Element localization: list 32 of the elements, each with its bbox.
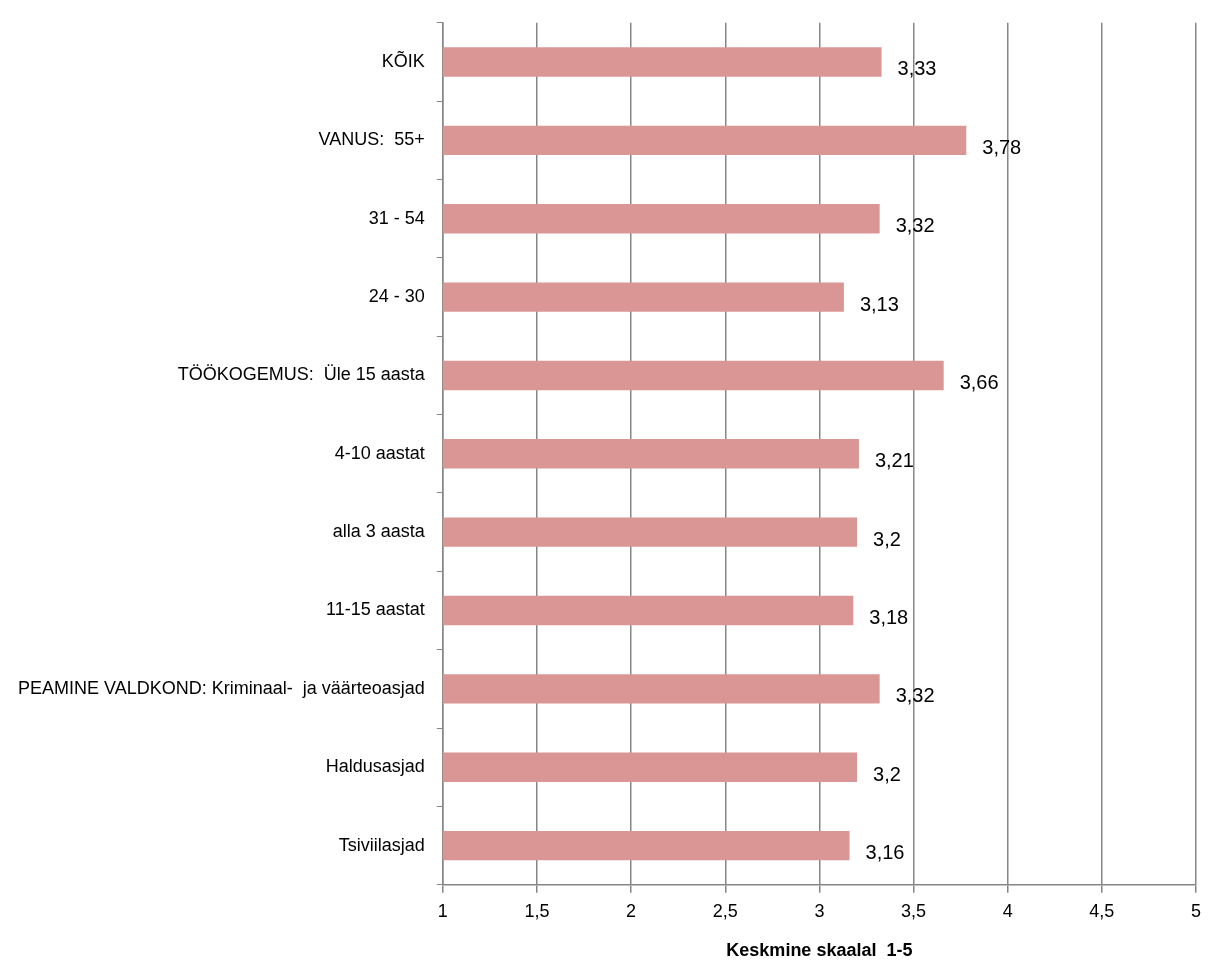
y-tick-label: 11-15 aastat (326, 599, 425, 620)
y-tick-label: PEAMINE VALDKOND: Kriminaal- ja väärteoasjad (18, 677, 425, 698)
x-tick-label: 2 (626, 900, 637, 921)
data-label: 3,16 (865, 841, 905, 864)
y-tick-label: 24 - 30 (368, 286, 425, 307)
x-tick-label: 1 (437, 900, 448, 921)
data-label: 3,32 (895, 684, 935, 707)
y-tick-label: Haldusasjad (325, 756, 425, 777)
y-tick-label: KÕIK (381, 49, 425, 71)
x-tick-label: 3 (814, 900, 825, 921)
y-tick-label: Tsiviilasjad (338, 834, 425, 855)
y-tick-label: 31 - 54 (368, 207, 425, 228)
data-label: 3,21 (874, 449, 914, 472)
data-label: 3,78 (982, 135, 1022, 158)
x-tick-label: 1,5 (524, 900, 550, 921)
x-tick-label: 4 (1002, 900, 1013, 921)
y-tick-label: 4-10 aastat (334, 442, 425, 463)
y-tick-label: TÖÖKOGEMUS: Üle 15 aasta (177, 364, 426, 385)
data-label: 3,13 (859, 292, 899, 315)
x-axis-title: Keskmine skaalal 1-5 (726, 940, 913, 961)
x-tick-label: 5 (1190, 900, 1201, 921)
x-tick-label: 4,5 (1089, 900, 1115, 921)
data-label: 3,32 (895, 214, 935, 237)
data-label: 3,18 (869, 606, 909, 629)
data-label: 3,66 (959, 370, 999, 393)
data-label: 3,2 (873, 762, 901, 785)
y-tick-label: alla 3 aasta (332, 521, 426, 542)
data-label: 3,2 (873, 527, 901, 550)
x-tick-label: 2,5 (712, 900, 738, 921)
y-tick-label: VANUS: 55+ (318, 129, 425, 150)
x-tick-label: 3,5 (901, 900, 927, 921)
data-label: 3,33 (897, 57, 937, 80)
